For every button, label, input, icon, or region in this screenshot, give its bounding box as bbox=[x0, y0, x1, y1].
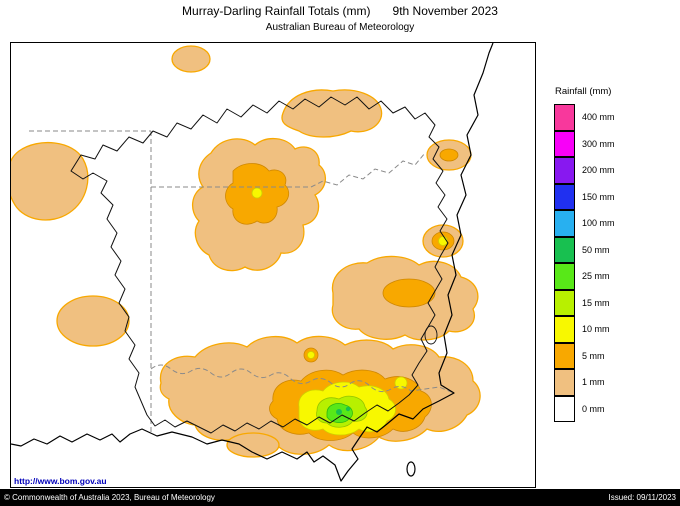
legend-swatch bbox=[554, 316, 575, 343]
basin-boundary bbox=[70, 96, 449, 434]
legend-label: 300 mm bbox=[582, 138, 615, 149]
legend-row: 5 mm bbox=[554, 342, 676, 369]
issued-text: Issued: 09/11/2023 bbox=[608, 493, 676, 502]
page-title: Murray-Darling Rainfall Totals (mm) bbox=[182, 4, 371, 18]
header: Murray-Darling Rainfall Totals (mm) 9th N… bbox=[0, 4, 680, 34]
legend-swatch bbox=[554, 263, 575, 290]
rain-region-1mm bbox=[281, 89, 383, 138]
legend-swatch bbox=[554, 369, 575, 396]
rain-region-1mm bbox=[11, 141, 89, 221]
rainfall-contours bbox=[11, 45, 481, 458]
rain-region-10mm bbox=[307, 351, 315, 359]
legend-row: 150 mm bbox=[554, 183, 676, 210]
legend-label: 400 mm bbox=[582, 112, 615, 123]
footer-bar: © Commonwealth of Australia 2023, Bureau… bbox=[0, 489, 680, 506]
legend-row: 400 mm bbox=[554, 104, 676, 131]
legend-row: 0 mm bbox=[554, 395, 676, 422]
legend-swatch bbox=[554, 210, 575, 237]
act-boundary bbox=[424, 325, 438, 345]
title-line: Murray-Darling Rainfall Totals (mm) 9th N… bbox=[0, 4, 680, 19]
rain-region-5mm bbox=[439, 148, 459, 162]
rain-region-5mm bbox=[382, 278, 436, 308]
bom-url-link[interactable]: http://www.bom.gov.au bbox=[12, 476, 109, 486]
rain-region-10mm bbox=[394, 376, 408, 390]
legend-swatch bbox=[554, 342, 575, 369]
legend-label: 25 mm bbox=[582, 271, 610, 282]
legend-label: 5 mm bbox=[582, 350, 605, 361]
map-frame: http://www.bom.gov.au bbox=[10, 42, 536, 488]
coastline-group bbox=[11, 43, 494, 482]
map-canvas bbox=[11, 43, 494, 482]
legend-label: 150 mm bbox=[582, 191, 615, 202]
state-border-nsw-qld bbox=[151, 152, 426, 188]
rain-region-1mm bbox=[56, 295, 130, 347]
legend-label: 1 mm bbox=[582, 377, 605, 388]
rain-region-1mm bbox=[226, 432, 280, 458]
legend-label: 100 mm bbox=[582, 218, 615, 229]
coastline bbox=[11, 43, 494, 482]
legend-title: Rainfall (mm) bbox=[555, 86, 612, 97]
rain-region-10mm bbox=[251, 187, 263, 199]
legend-swatch bbox=[554, 395, 575, 422]
legend-row: 10 mm bbox=[554, 316, 676, 343]
legend-label: 200 mm bbox=[582, 165, 615, 176]
legend-swatch bbox=[554, 130, 575, 157]
legend-row: 1 mm bbox=[554, 369, 676, 396]
page-date: 9th November 2023 bbox=[392, 4, 498, 18]
legend-swatch bbox=[554, 289, 575, 316]
rain-region-1mm bbox=[171, 45, 211, 73]
rain-region-50mm bbox=[336, 409, 342, 415]
rain-region-50mm bbox=[345, 406, 351, 412]
legend-row: 25 mm bbox=[554, 263, 676, 290]
legend-row: 15 mm bbox=[554, 289, 676, 316]
legend-label: 0 mm bbox=[582, 403, 605, 414]
copyright-text: © Commonwealth of Australia 2023, Bureau… bbox=[4, 493, 215, 502]
legend-label: 10 mm bbox=[582, 324, 610, 335]
legend-swatch bbox=[554, 104, 575, 131]
legend-label: 15 mm bbox=[582, 297, 610, 308]
legend-row: 50 mm bbox=[554, 236, 676, 263]
rainfall-legend: Rainfall (mm) 400 mm 300 mm 200 mm 150 m… bbox=[554, 86, 676, 422]
boundaries bbox=[29, 96, 455, 435]
legend-row: 200 mm bbox=[554, 157, 676, 184]
legend-row: 100 mm bbox=[554, 210, 676, 237]
legend-swatch bbox=[554, 157, 575, 184]
legend-row: 300 mm bbox=[554, 130, 676, 157]
page-subtitle: Australian Bureau of Meteorology bbox=[265, 22, 415, 33]
island bbox=[406, 461, 416, 477]
legend-swatch bbox=[554, 236, 575, 263]
legend-swatch bbox=[554, 183, 575, 210]
legend-label: 50 mm bbox=[582, 244, 610, 255]
